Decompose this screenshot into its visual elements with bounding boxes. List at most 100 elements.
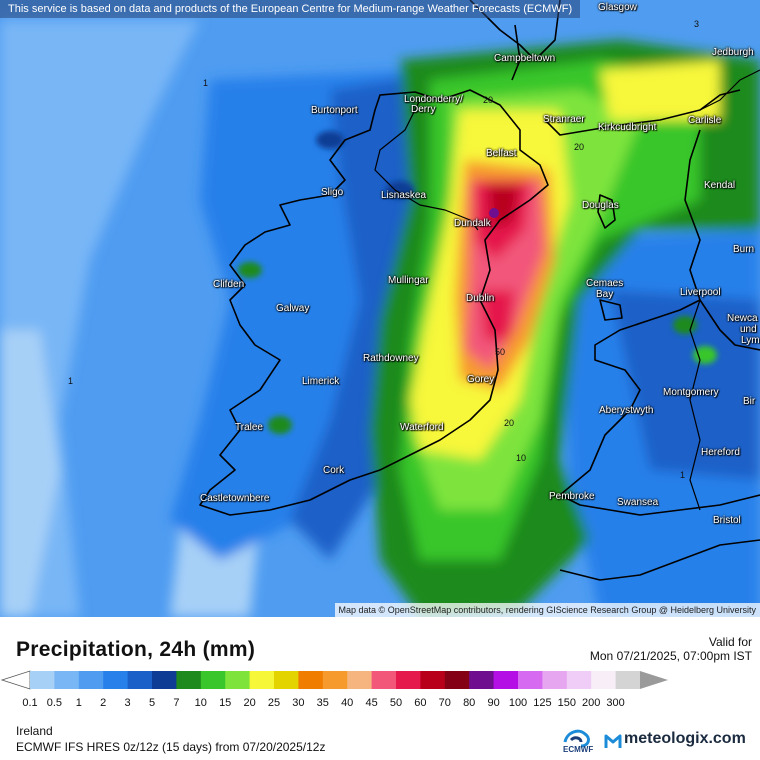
city-bir: Bir <box>743 396 756 407</box>
scale-swatch <box>566 671 592 689</box>
scale-tick-label: 150 <box>557 697 576 709</box>
city-kirkcudbright: Kirkcudbright <box>598 122 657 133</box>
precipitation-map[interactable]: This service is based on data and produc… <box>0 0 760 617</box>
contour-label: 1 <box>680 470 686 480</box>
region-label: Ireland <box>16 724 53 738</box>
scale-tick-label: 35 <box>316 697 329 709</box>
city-gorey: Gorey <box>467 374 495 385</box>
scale-tick-label: 10 <box>194 697 207 709</box>
scale-tick-label: 50 <box>389 697 403 709</box>
scale-swatch <box>274 671 299 689</box>
precip-level-5-britain <box>610 290 760 480</box>
scale-tick-label: 125 <box>533 697 552 709</box>
color-scale-bar <box>0 670 668 690</box>
coastline-anglesey <box>599 299 623 321</box>
scale-swatch <box>30 671 55 689</box>
coastline-wales <box>559 299 760 516</box>
precip-green-spot-lym <box>693 346 717 364</box>
city-lisnaskea: Lisnaskea <box>381 190 427 201</box>
scale-swatch <box>371 671 397 689</box>
city-limerick: Limerick <box>302 376 340 387</box>
osm-attribution[interactable]: Map data © OpenStreetMap contributors, r… <box>334 603 760 617</box>
model-run-label: ECMWF IFS HRES 0z/12z (15 days) from 07/… <box>16 740 326 754</box>
precip-max-cell <box>489 208 499 218</box>
meteologix-brand[interactable]: meteologix.com <box>624 730 746 747</box>
city-waterford: Waterford <box>400 422 444 433</box>
contour-label: 10 <box>516 453 527 463</box>
meteologix-logo-icon[interactable] <box>604 730 622 750</box>
city-burn: Burn <box>733 244 755 255</box>
city-und: und <box>740 324 757 335</box>
scale-tick-label: 3 <box>124 697 131 709</box>
contour-label: 3 <box>694 19 700 29</box>
city-campbeltown: Campbeltown <box>494 53 556 64</box>
city-cork: Cork <box>323 465 345 476</box>
city-burtonport: Burtonport <box>311 105 358 116</box>
city-jedburgh: Jedburgh <box>712 47 754 58</box>
scale-swatch <box>200 671 226 689</box>
coastline-ireland <box>199 89 549 516</box>
city-castletownbere: Castletownbere <box>200 493 270 504</box>
precip-green-spot-wales <box>673 316 697 334</box>
ecmwf-logo-icon <box>563 729 590 748</box>
scale-swatch <box>347 671 373 689</box>
city-cemaes-bay: Bay <box>596 289 614 300</box>
scale-swatch <box>518 671 543 689</box>
scale-swatch <box>469 671 495 689</box>
precip-yellow-ne <box>600 60 720 120</box>
city-douglas: Douglas <box>582 200 619 211</box>
color-scale-ticks: 0.1 0.5 1 2 3 5 7 10 15 20 25 30 35 40 45 50 60 70 80 90 100… <box>0 697 760 711</box>
border-wales-england <box>689 299 701 511</box>
city-glasgow: Glasgow <box>598 2 637 13</box>
border-ireland-ni <box>374 99 479 231</box>
scale-swatch <box>444 671 470 689</box>
city-mullingar: Mullingar <box>388 275 429 286</box>
ecmwf-attribution: This service is based on data and produc… <box>0 0 581 18</box>
precip-dark-spot-donegal <box>316 131 344 149</box>
city-carlisle: Carlisle <box>688 115 722 126</box>
scale-tick-label: 90 <box>487 697 500 709</box>
contour-label: 20 <box>574 142 585 152</box>
border-scotland-england <box>699 69 760 111</box>
scale-swatch <box>54 671 80 689</box>
scale-swatch <box>615 671 641 689</box>
scale-swatch <box>176 671 202 689</box>
coastline-england-nw <box>684 129 760 351</box>
city-dundalk: Dundalk <box>454 218 491 229</box>
scale-swatch <box>591 671 617 689</box>
scale-tick-label: 1 <box>75 697 82 709</box>
scale-tick-label: 200 <box>582 697 601 709</box>
city-bristol: Bristol <box>713 515 741 526</box>
scale-swatch <box>396 671 421 689</box>
scale-tick-label: 25 <box>267 697 281 709</box>
scale-arrow-high <box>640 671 668 689</box>
scale-tick-label: 0.5 <box>46 697 63 709</box>
city-derry: Derry <box>411 104 436 115</box>
scale-swatch <box>78 671 104 689</box>
city-aberystwyth: Aberystwyth <box>599 405 654 416</box>
scale-swatch <box>225 671 251 689</box>
contour-label: 20 <box>483 95 494 105</box>
city-montgomery: Montgomery <box>663 387 719 398</box>
scale-tick-label: 20 <box>243 697 256 709</box>
coastline-devon <box>559 539 760 581</box>
precip-lighter-area-west <box>0 330 60 617</box>
coastline-isle-of-man <box>597 194 616 229</box>
scale-tick-label: 15 <box>219 697 232 709</box>
scale-tick-label: 80 <box>463 697 476 709</box>
valid-time: Mon 07/21/2025, 07:00pm IST <box>589 649 752 663</box>
city-tralee: Tralee <box>235 422 263 433</box>
scale-swatch <box>127 671 153 689</box>
scale-tick-label: 30 <box>292 697 305 709</box>
city-liverpool: Liverpool <box>680 287 721 298</box>
city-dublin: Dublin <box>466 293 495 304</box>
scale-tick-label: 70 <box>438 697 451 709</box>
city-londonderry: Londonderry/ <box>404 94 463 105</box>
city-newcastle: Newca <box>727 313 758 324</box>
scale-tick-label: 45 <box>365 697 378 709</box>
scale-tick-label: 100 <box>508 697 528 709</box>
city-swansea: Swansea <box>617 497 659 508</box>
city-lym: Lym <box>741 335 760 346</box>
contour-label: 1 <box>203 78 209 88</box>
scale-swatch <box>298 671 324 689</box>
